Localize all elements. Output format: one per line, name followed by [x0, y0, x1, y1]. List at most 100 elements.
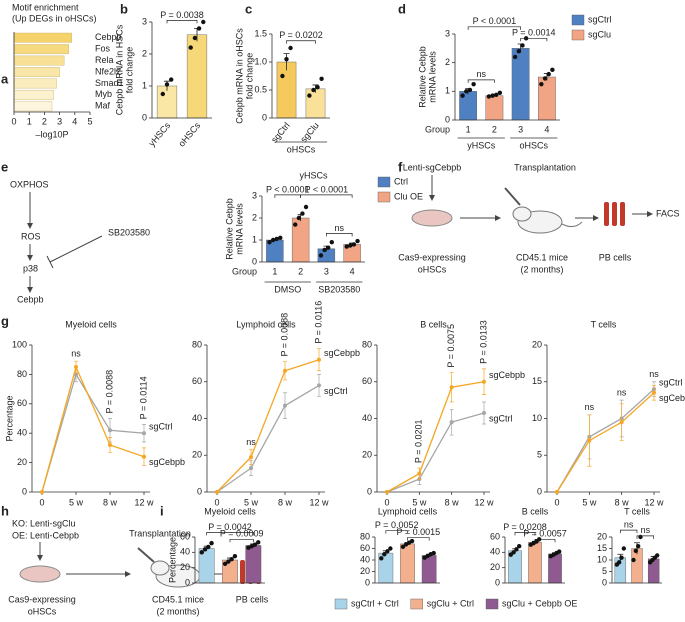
- mouse-tail: [561, 221, 583, 228]
- y-tick-label: 1: [252, 234, 257, 244]
- marker: [449, 420, 454, 425]
- inhibition: [46, 235, 103, 269]
- marker: [417, 471, 422, 476]
- data-point: [539, 81, 544, 87]
- significance-label: ns: [246, 437, 256, 447]
- error-bar: [312, 84, 319, 93]
- series-label: sgCtrl: [659, 377, 683, 387]
- inhibitor: SB203580: [108, 227, 150, 237]
- data-point: [169, 77, 174, 82]
- schematic-f: Lenti-sgCebpb Cas9-expressing oHSCs Tran…: [398, 162, 679, 274]
- x-tick-label: 12 w: [309, 497, 329, 507]
- bar: [485, 95, 504, 121]
- data-point: [196, 26, 202, 31]
- y-tick-label: 0: [367, 486, 372, 496]
- data-point: [520, 43, 525, 48]
- data-point: [409, 538, 415, 544]
- marker: [283, 368, 287, 373]
- data-point: [300, 211, 305, 216]
- y-tick-label: 40: [17, 428, 27, 438]
- data-point: [400, 544, 406, 549]
- x-tick-label: 4: [544, 124, 549, 134]
- significance-label: P = 0.0088: [104, 370, 114, 414]
- significance-label: P = 0.0202: [279, 30, 323, 40]
- data-point: [252, 542, 258, 547]
- data-point: [303, 204, 309, 210]
- data-point: [256, 540, 261, 545]
- category-label: Smad1: [95, 78, 124, 88]
- y-axis-label: Percentage: [167, 537, 177, 583]
- x-tick-label: sgCtrl: [269, 120, 292, 144]
- x-tick-label: sgClu: [298, 120, 320, 144]
- significance-label: P = 0.0052: [375, 520, 419, 530]
- legend-swatch: [571, 29, 585, 41]
- data-point: [229, 557, 234, 562]
- y-axis-label: fold change: [244, 53, 254, 100]
- legend-label: sgClu + Cebpb OE: [502, 598, 577, 608]
- data-point: [464, 89, 469, 94]
- significance-label: P = 0.0201: [414, 419, 424, 463]
- label: OE: Lenti-Cebpb: [12, 530, 79, 540]
- series-label: sgCebpb: [489, 370, 525, 380]
- data-point: [516, 49, 521, 54]
- data-point: [296, 215, 302, 221]
- y-tick-label: 20: [180, 562, 190, 572]
- line: [386, 381, 485, 493]
- label: oHSCs: [28, 606, 57, 616]
- x-tick-label: 2: [42, 116, 47, 126]
- significance-label: P = 0.0133: [478, 320, 488, 364]
- panel-letter: h: [1, 503, 9, 518]
- group-axis-label: Group: [232, 266, 257, 276]
- significance-label: P = 0.0088: [279, 313, 289, 357]
- data-point: [325, 245, 331, 250]
- legend-swatch: [485, 598, 499, 610]
- chart-title: Lymphoid cells: [236, 319, 296, 329]
- y-tick-label: 0: [252, 256, 257, 266]
- significance-bracket: [166, 20, 198, 24]
- significance-label: ns: [641, 525, 651, 535]
- legend-label: Ctrl: [394, 176, 408, 186]
- y-axis-label: mRNA levels: [427, 51, 437, 103]
- data-point: [557, 549, 562, 554]
- y-tick-label: 10: [597, 554, 607, 564]
- significance-label: P = 0.0057: [523, 529, 567, 539]
- group-label: yHSCs: [467, 140, 496, 150]
- bar: [13, 44, 69, 55]
- y-tick-label: 2: [142, 48, 147, 58]
- y-tick-label: 80: [192, 339, 202, 349]
- y-tick-label: 80: [360, 531, 370, 541]
- data-point: [497, 90, 503, 95]
- x-tick-label: 5 w: [69, 497, 84, 507]
- mouse-head: [512, 206, 532, 222]
- panel-letter: a: [1, 71, 9, 86]
- x-tick-label: 8 w: [278, 497, 293, 507]
- significance-label: P = 0.0208: [503, 522, 547, 532]
- panel-letter: c: [245, 1, 252, 16]
- legend-label: sgClu: [588, 29, 611, 39]
- significance-bracket: [326, 233, 353, 237]
- marker: [482, 379, 486, 384]
- marker: [249, 466, 253, 471]
- bar: [245, 545, 262, 584]
- significance-bracket: [467, 26, 521, 30]
- legend-swatch: [334, 598, 348, 610]
- data-point: [280, 73, 285, 79]
- significance-label: P < 0.0001: [473, 16, 517, 26]
- significance-bracket: [385, 530, 408, 534]
- data-point: [517, 544, 522, 549]
- significance-bracket: [274, 194, 301, 198]
- panel-letter: i: [160, 503, 164, 518]
- data-point: [307, 93, 312, 98]
- category-label: Cebpb: [95, 32, 122, 42]
- y-tick-label: 20: [192, 450, 202, 460]
- data-point: [318, 253, 324, 258]
- group-axis-label: Group: [425, 124, 450, 134]
- y-tick-label: 40: [180, 547, 190, 557]
- data-point: [355, 238, 360, 244]
- syringe: [137, 547, 155, 563]
- significance-label: P = 0.0116: [313, 301, 323, 344]
- significance-bracket: [514, 532, 536, 536]
- significance-label: P = 0.0009: [220, 529, 264, 539]
- marker: [587, 438, 592, 443]
